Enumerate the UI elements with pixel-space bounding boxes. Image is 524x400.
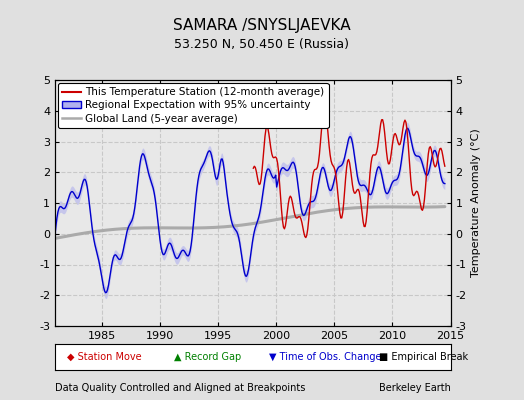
Text: SAMARA /SNYSLJAEVKA: SAMARA /SNYSLJAEVKA bbox=[173, 18, 351, 33]
Text: ▲ Record Gap: ▲ Record Gap bbox=[173, 352, 241, 362]
Text: ■ Empirical Break: ■ Empirical Break bbox=[379, 352, 468, 362]
Text: ◆ Station Move: ◆ Station Move bbox=[67, 352, 141, 362]
Text: 53.250 N, 50.450 E (Russia): 53.250 N, 50.450 E (Russia) bbox=[174, 38, 350, 51]
Text: ▼ Time of Obs. Change: ▼ Time of Obs. Change bbox=[269, 352, 381, 362]
Text: Berkeley Earth: Berkeley Earth bbox=[379, 383, 451, 393]
Y-axis label: Temperature Anomaly (°C): Temperature Anomaly (°C) bbox=[471, 129, 481, 277]
Text: Data Quality Controlled and Aligned at Breakpoints: Data Quality Controlled and Aligned at B… bbox=[55, 383, 305, 393]
Legend: This Temperature Station (12-month average), Regional Expectation with 95% uncer: This Temperature Station (12-month avera… bbox=[58, 83, 329, 128]
